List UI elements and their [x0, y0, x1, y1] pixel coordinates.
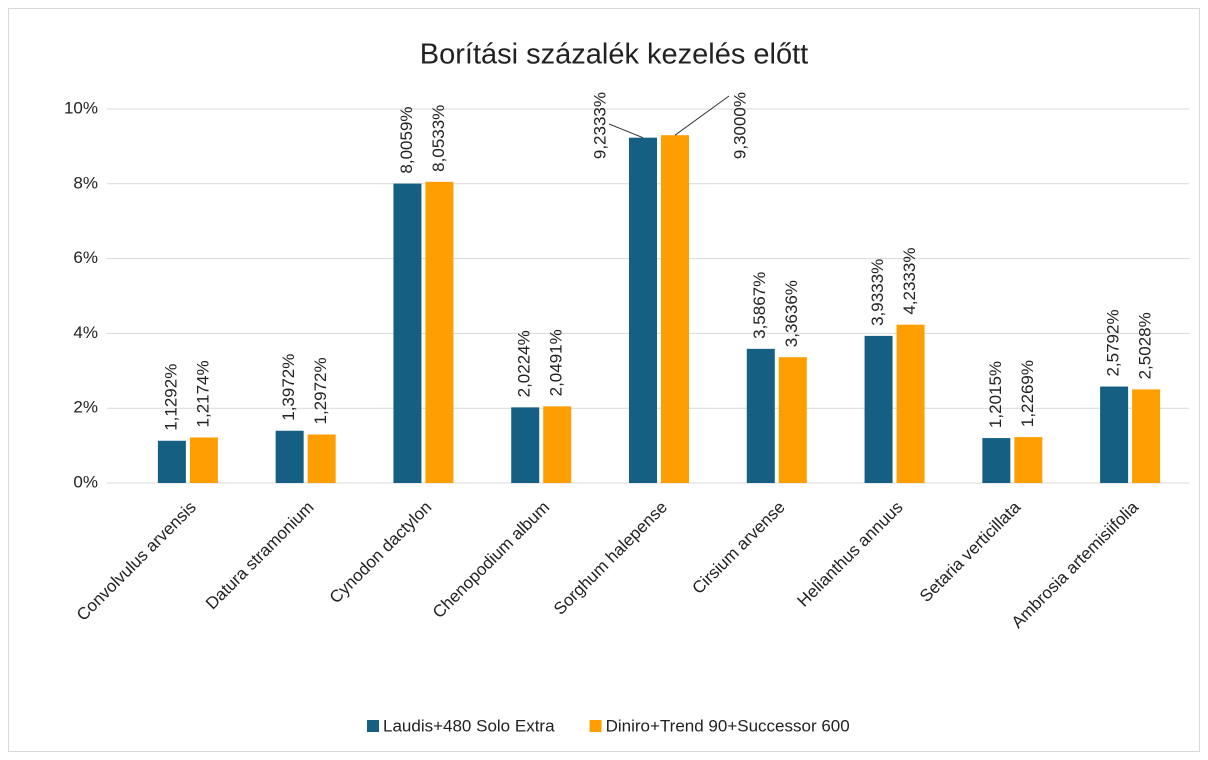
- legend-swatch: [367, 720, 379, 732]
- value-label: 1,1292%: [161, 364, 180, 431]
- bar: [307, 434, 336, 483]
- bar: [425, 181, 454, 483]
- bar: [778, 357, 807, 483]
- value-label: 1,2269%: [1018, 360, 1037, 427]
- bar: [393, 183, 422, 483]
- value-label: 1,2174%: [193, 360, 212, 427]
- value-label: 2,0224%: [515, 330, 534, 397]
- bar: [543, 406, 572, 483]
- leader-line: [608, 123, 644, 139]
- chart-border: [8, 8, 1200, 752]
- leader-line: [674, 95, 730, 136]
- value-label: 2,0491%: [547, 329, 566, 396]
- value-label: 1,2972%: [311, 357, 330, 424]
- bar: [896, 324, 925, 483]
- y-tick-label: 8%: [73, 173, 98, 192]
- value-label: 2,5792%: [1104, 309, 1123, 376]
- y-tick-label: 10%: [64, 98, 98, 117]
- bar: [1100, 386, 1129, 483]
- y-tick-label: 2%: [73, 398, 98, 417]
- y-tick-label: 0%: [73, 472, 98, 491]
- value-label: 8,0059%: [397, 106, 416, 173]
- value-label: 3,3636%: [782, 280, 801, 347]
- value-label: 1,2015%: [986, 361, 1005, 428]
- bar: [189, 437, 218, 483]
- bar: [982, 438, 1011, 483]
- bar: [661, 135, 689, 483]
- legend-label: Laudis+480 Solo Extra: [383, 716, 555, 735]
- bar: [864, 335, 893, 483]
- bar: [275, 430, 304, 483]
- value-label: 3,5867%: [750, 272, 769, 339]
- value-label: 2,5028%: [1136, 312, 1155, 379]
- bar: [746, 348, 775, 483]
- legend-swatch: [589, 720, 602, 732]
- bar: [157, 440, 186, 483]
- chart-title: Borítási százalék kezelés előtt: [420, 39, 808, 71]
- value-label: 3,9333%: [868, 259, 887, 326]
- value-label: 8,0533%: [429, 105, 448, 172]
- bar: [1132, 389, 1161, 483]
- y-tick-label: 4%: [73, 323, 98, 342]
- bar: [511, 407, 540, 483]
- value-label: 9,2333%: [590, 92, 609, 159]
- legend-label: Diniro+Trend 90+Successor 600: [606, 716, 850, 735]
- value-label: 1,3972%: [279, 354, 298, 421]
- bar: [629, 137, 657, 484]
- value-label: 4,2333%: [900, 248, 919, 315]
- bar: [1014, 437, 1043, 483]
- value-label: 9,3000%: [730, 92, 749, 159]
- y-tick-label: 6%: [73, 248, 98, 267]
